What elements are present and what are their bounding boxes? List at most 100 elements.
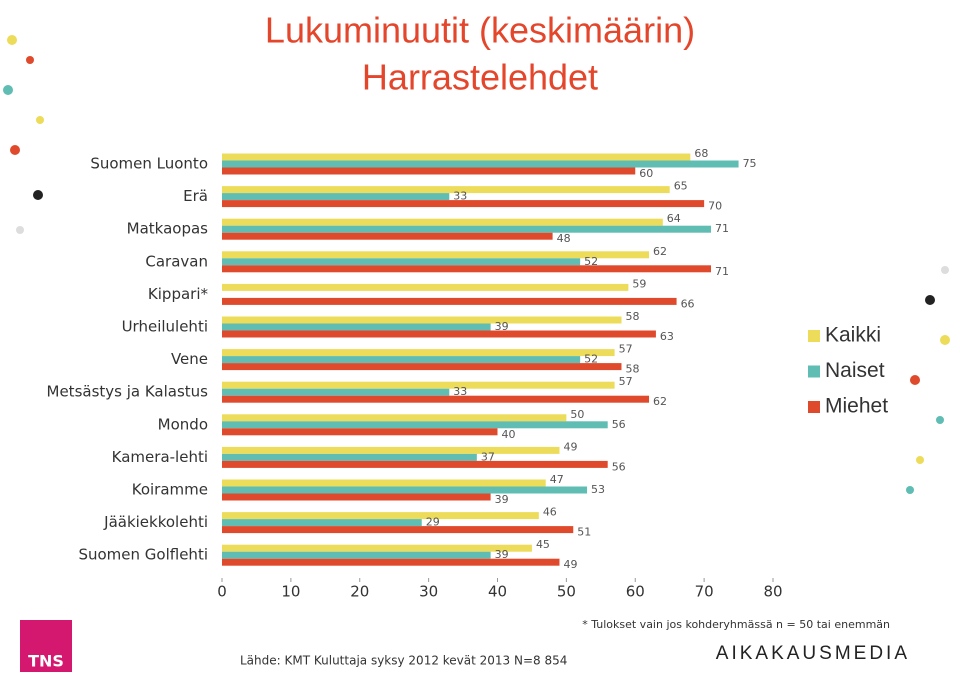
category-label: Jääkiekkolehti <box>103 513 208 531</box>
bar <box>222 153 691 161</box>
bar <box>222 526 574 534</box>
chart-subtitle: Harrastelehdet <box>362 57 598 98</box>
data-label: 52 <box>584 353 598 366</box>
data-label: 64 <box>667 212 681 225</box>
data-label: 37 <box>481 450 495 463</box>
x-tick-label: 40 <box>488 583 507 601</box>
x-tick-label: 60 <box>626 583 645 601</box>
data-label: 65 <box>674 180 688 193</box>
data-label: 59 <box>632 277 646 290</box>
bar <box>222 349 615 357</box>
data-label: 68 <box>694 147 708 160</box>
data-label: 33 <box>453 385 467 398</box>
legend-label: Naiset <box>825 359 885 382</box>
x-tick-label: 30 <box>419 583 438 601</box>
bar <box>222 363 622 371</box>
footnote: * Tulokset vain jos kohderyhmässä n = 50… <box>582 618 890 631</box>
bar <box>222 395 650 403</box>
category-label: Erä <box>183 187 208 205</box>
data-label: 75 <box>743 157 757 170</box>
data-label: 66 <box>681 297 695 310</box>
bar <box>222 446 560 454</box>
bar <box>222 186 670 194</box>
bar <box>222 551 491 559</box>
data-label: 39 <box>495 548 509 561</box>
category-label: Suomen Luonto <box>90 155 208 173</box>
bar <box>222 428 498 436</box>
bar <box>222 200 705 208</box>
bar <box>222 479 546 487</box>
data-label: 53 <box>591 483 605 496</box>
legend-swatch <box>808 365 820 378</box>
bar <box>222 414 567 422</box>
source: Lähde: KMT Kuluttaja syksy 2012 kevät 20… <box>240 654 567 668</box>
data-label: 39 <box>495 493 509 506</box>
x-tick-label: 0 <box>217 583 227 601</box>
category-label: Vene <box>171 350 208 368</box>
bar <box>222 381 615 389</box>
bar <box>222 193 450 201</box>
data-label: 63 <box>660 330 674 343</box>
bar <box>222 512 539 520</box>
decor <box>3 35 950 494</box>
category-label: Urheilulehti <box>122 318 208 336</box>
logo-box <box>20 620 72 672</box>
data-label: 49 <box>563 558 577 571</box>
bar <box>222 251 650 259</box>
bar <box>222 218 663 226</box>
data-label: 46 <box>543 506 557 519</box>
data-label: 60 <box>639 167 653 180</box>
bar <box>222 283 629 291</box>
x-tick-label: 80 <box>763 583 782 601</box>
data-label: 57 <box>619 343 633 356</box>
logo-right: AIKAKAUSMEDIA <box>716 643 910 664</box>
data-label: 62 <box>653 395 667 408</box>
data-label: 57 <box>619 375 633 388</box>
data-label: 33 <box>453 190 467 203</box>
bar <box>222 388 450 396</box>
category-label: Kippari* <box>148 285 209 303</box>
bar <box>222 160 739 168</box>
bar <box>222 232 553 240</box>
data-label: 70 <box>708 200 722 213</box>
legend-swatch <box>808 401 820 413</box>
data-label: 29 <box>426 516 440 529</box>
x-tick-label: 50 <box>557 583 576 601</box>
bar <box>222 265 712 273</box>
data-label: 47 <box>550 473 564 486</box>
data-label: 58 <box>625 363 639 376</box>
category-label: Matkaopas <box>127 220 209 238</box>
data-label: 49 <box>563 440 577 453</box>
bar <box>222 167 636 175</box>
bar <box>222 519 422 527</box>
x-tick-label: 10 <box>281 583 300 601</box>
bar <box>222 316 622 324</box>
data-label: 56 <box>612 418 626 431</box>
bar <box>222 330 656 338</box>
data-label: 40 <box>502 428 516 441</box>
x-tick-label: 20 <box>350 583 369 601</box>
bar <box>222 493 491 501</box>
data-label: 56 <box>612 460 626 473</box>
x-tick-label: 70 <box>695 583 714 601</box>
bar <box>222 258 581 266</box>
category-label: Caravan <box>145 252 208 270</box>
bar <box>222 356 581 364</box>
data-label: 71 <box>715 265 729 278</box>
bar <box>222 225 712 233</box>
legend-label: Kaikki <box>825 324 881 347</box>
data-label: 51 <box>577 526 591 539</box>
data-label: 50 <box>570 408 584 421</box>
bar <box>222 453 477 461</box>
logo-left: TNS <box>28 652 64 671</box>
bar <box>222 486 588 494</box>
data-label: 62 <box>653 245 667 258</box>
category-label: Metsästys ja Kalastus <box>47 383 209 401</box>
chart-title: Lukuminuutit (keskimäärin) <box>265 10 695 51</box>
data-label: 71 <box>715 222 729 235</box>
bar <box>222 323 491 331</box>
category-label: Suomen Golflehti <box>78 546 208 564</box>
bar <box>222 297 677 305</box>
bar <box>222 544 532 552</box>
